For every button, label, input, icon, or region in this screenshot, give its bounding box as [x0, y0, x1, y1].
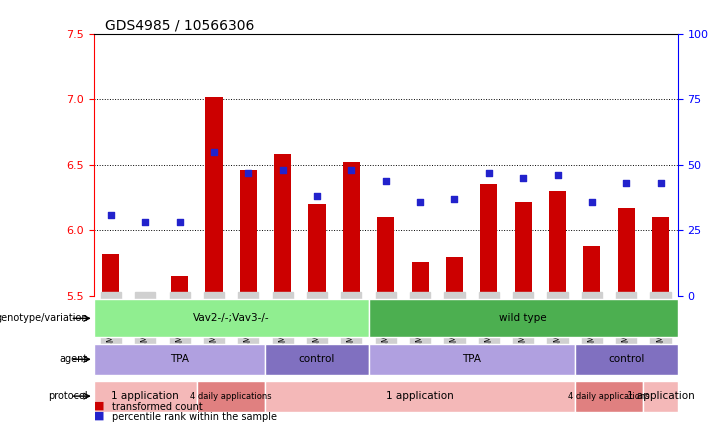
Bar: [515, 201, 531, 296]
Text: transformed count: transformed count: [112, 401, 203, 412]
Bar: [102, 254, 120, 296]
Text: wild type: wild type: [500, 313, 547, 323]
Text: 1 application: 1 application: [111, 391, 179, 401]
Text: GDS4985 / 10566306: GDS4985 / 10566306: [105, 19, 255, 33]
Point: [208, 148, 220, 155]
Bar: [239, 170, 257, 296]
Point: [345, 167, 357, 173]
FancyBboxPatch shape: [197, 381, 265, 412]
FancyBboxPatch shape: [368, 299, 678, 337]
Text: ■: ■: [94, 400, 105, 410]
Text: TPA: TPA: [170, 354, 189, 364]
FancyBboxPatch shape: [643, 381, 678, 412]
Point: [621, 180, 632, 187]
FancyBboxPatch shape: [94, 344, 265, 375]
Point: [380, 177, 392, 184]
Bar: [377, 217, 394, 296]
Text: TPA: TPA: [462, 354, 481, 364]
FancyBboxPatch shape: [265, 381, 575, 412]
Bar: [171, 276, 188, 296]
Point: [311, 193, 323, 200]
Point: [415, 198, 426, 205]
Text: percentile rank within the sample: percentile rank within the sample: [112, 412, 277, 422]
Text: 1 application: 1 application: [386, 391, 454, 401]
Bar: [549, 191, 566, 296]
FancyBboxPatch shape: [575, 344, 678, 375]
Point: [586, 198, 598, 205]
Bar: [342, 162, 360, 296]
Text: ■: ■: [94, 411, 105, 421]
Point: [483, 169, 495, 176]
FancyBboxPatch shape: [265, 344, 368, 375]
Text: 4 daily applications: 4 daily applications: [190, 392, 272, 401]
FancyBboxPatch shape: [368, 344, 575, 375]
FancyBboxPatch shape: [94, 381, 197, 412]
Bar: [618, 208, 634, 296]
Bar: [309, 204, 326, 296]
Bar: [446, 256, 463, 296]
Text: control: control: [608, 354, 645, 364]
Bar: [583, 246, 601, 296]
Point: [174, 219, 185, 226]
Text: protocol: protocol: [48, 391, 88, 401]
Bar: [480, 184, 497, 296]
Point: [448, 195, 460, 202]
Point: [105, 211, 117, 218]
Bar: [652, 217, 669, 296]
Text: control: control: [298, 354, 335, 364]
Point: [655, 180, 666, 187]
Bar: [137, 293, 154, 296]
Text: agent: agent: [60, 354, 88, 364]
Bar: [274, 154, 291, 296]
Text: 4 daily applications: 4 daily applications: [568, 392, 650, 401]
Point: [277, 167, 288, 173]
FancyBboxPatch shape: [575, 381, 643, 412]
Text: Vav2-/-;Vav3-/-: Vav2-/-;Vav3-/-: [193, 313, 270, 323]
Bar: [412, 262, 429, 296]
Point: [242, 169, 254, 176]
Point: [518, 175, 529, 181]
Point: [552, 172, 563, 179]
Bar: [205, 97, 223, 296]
FancyBboxPatch shape: [94, 299, 368, 337]
Text: genotype/variation: genotype/variation: [0, 313, 88, 323]
Point: [139, 219, 151, 226]
Text: 1 application: 1 application: [627, 391, 694, 401]
